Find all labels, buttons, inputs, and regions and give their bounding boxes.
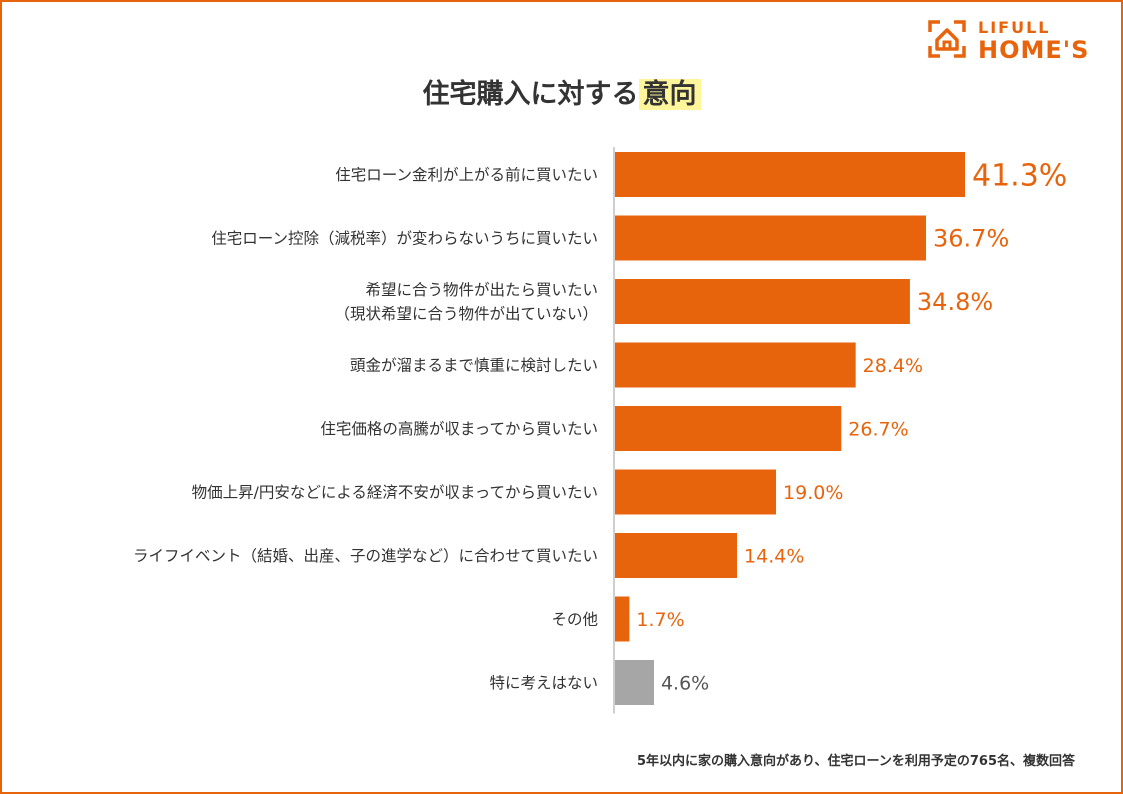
bar-3	[615, 342, 856, 388]
bar-1	[615, 215, 927, 261]
bar-0	[615, 152, 965, 197]
category-label-4: 住宅価格の高騰が収まってから買いたい	[320, 420, 598, 438]
category-label-1: 住宅ローン控除（減税率）が変わらないうちに買いたい	[211, 230, 598, 248]
category-label-2: 希望に合う物件が出たら買いたい（現状希望に合う物件が出ていない）	[334, 281, 598, 323]
logo-text-homes: HOME'S	[978, 36, 1090, 64]
category-label-5: 物価上昇/円安などによる経済不安が収まってから買いたい	[192, 484, 598, 502]
category-label-6: ライフイベント（結婚、出産、子の進学など）に合わせて買いたい	[133, 547, 598, 565]
category-label-7: その他	[551, 611, 598, 629]
chart-title-main: 住宅購入に対する	[422, 79, 639, 110]
chart-title-highlight: 意向	[638, 79, 701, 110]
logo-text-lifull: LIFULL	[978, 18, 1051, 37]
value-label-1: 36.7%	[933, 225, 1009, 253]
category-label-0: 住宅ローン金利が上がる前に買いたい	[335, 166, 598, 184]
bar-8	[615, 660, 654, 705]
value-label-6: 14.4%	[744, 545, 804, 567]
house-logo-icon	[928, 20, 966, 58]
category-label-8: 特に考えはない	[489, 674, 598, 692]
bar-5	[615, 469, 777, 515]
bar-4	[615, 406, 842, 451]
value-label-8: 4.6%	[661, 672, 709, 694]
value-label-4: 26.7%	[848, 418, 908, 440]
value-label-5: 19.0%	[783, 482, 843, 504]
bar-7	[615, 596, 630, 642]
category-label-3: 頭金が溜まるまで慎重に検討したい	[350, 357, 598, 375]
lifull-homes-logo: LIFULL HOME'S	[926, 16, 1106, 64]
value-label-0: 41.3%	[972, 158, 1067, 193]
footnote: 5年以内に家の購入意向があり、住宅ローンを利用予定の765名、複数回答	[636, 754, 1075, 769]
value-label-7: 1.7%	[636, 609, 684, 631]
bar-6	[615, 533, 738, 578]
value-label-2: 34.8%	[917, 288, 993, 316]
value-label-3: 28.4%	[863, 355, 923, 377]
chart-title: 住宅購入に対する 意向	[0, 72, 1123, 111]
bar-2	[615, 279, 910, 324]
